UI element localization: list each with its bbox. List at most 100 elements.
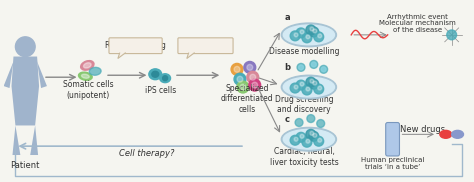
Circle shape bbox=[231, 64, 243, 75]
Circle shape bbox=[299, 65, 303, 70]
Ellipse shape bbox=[283, 129, 335, 149]
Circle shape bbox=[310, 79, 314, 83]
Ellipse shape bbox=[163, 76, 168, 81]
Circle shape bbox=[294, 85, 298, 89]
Circle shape bbox=[244, 62, 255, 73]
Circle shape bbox=[307, 115, 315, 122]
Circle shape bbox=[317, 120, 325, 127]
FancyBboxPatch shape bbox=[386, 122, 400, 156]
Circle shape bbox=[290, 135, 300, 145]
Circle shape bbox=[237, 81, 249, 93]
Circle shape bbox=[296, 28, 306, 38]
Circle shape bbox=[302, 85, 312, 95]
Circle shape bbox=[290, 31, 300, 41]
PathPatch shape bbox=[118, 53, 126, 58]
Circle shape bbox=[311, 62, 316, 67]
Circle shape bbox=[309, 79, 319, 89]
Circle shape bbox=[310, 131, 314, 135]
Text: iPS cells: iPS cells bbox=[145, 86, 176, 96]
Circle shape bbox=[234, 73, 246, 85]
PathPatch shape bbox=[187, 53, 195, 58]
Circle shape bbox=[290, 83, 300, 93]
Ellipse shape bbox=[281, 23, 337, 47]
Text: Molecular mechanism
of the disease: Molecular mechanism of the disease bbox=[379, 21, 456, 33]
Circle shape bbox=[234, 66, 240, 72]
Text: Drug screening
and discovery: Drug screening and discovery bbox=[274, 95, 333, 114]
Circle shape bbox=[297, 64, 305, 71]
Circle shape bbox=[247, 64, 253, 70]
Circle shape bbox=[250, 74, 255, 80]
Circle shape bbox=[294, 33, 298, 37]
Text: Human preclinical
trials ‘in a tube’: Human preclinical trials ‘in a tube’ bbox=[361, 157, 424, 170]
Circle shape bbox=[294, 137, 298, 141]
PathPatch shape bbox=[37, 62, 47, 88]
Text: Somatic cells
(unipotent): Somatic cells (unipotent) bbox=[63, 80, 114, 100]
Circle shape bbox=[240, 84, 246, 90]
Circle shape bbox=[313, 81, 317, 85]
Ellipse shape bbox=[79, 72, 92, 80]
Circle shape bbox=[306, 25, 316, 35]
Ellipse shape bbox=[440, 130, 452, 138]
Ellipse shape bbox=[149, 69, 162, 80]
Circle shape bbox=[310, 27, 314, 31]
Circle shape bbox=[306, 129, 316, 139]
Circle shape bbox=[306, 139, 310, 143]
Circle shape bbox=[300, 82, 304, 86]
FancyBboxPatch shape bbox=[178, 38, 233, 54]
Circle shape bbox=[300, 30, 304, 34]
Circle shape bbox=[302, 33, 312, 43]
PathPatch shape bbox=[12, 125, 20, 155]
Bar bbox=[446, 130, 457, 138]
Text: c: c bbox=[285, 115, 290, 124]
Text: Patient: Patient bbox=[10, 161, 40, 170]
Text: Specialized
differentiated
cells: Specialized differentiated cells bbox=[220, 84, 273, 114]
Text: Differentiation: Differentiation bbox=[178, 41, 233, 50]
Circle shape bbox=[306, 87, 310, 91]
Circle shape bbox=[300, 134, 304, 138]
Circle shape bbox=[302, 137, 312, 147]
Circle shape bbox=[318, 34, 322, 38]
Circle shape bbox=[321, 67, 326, 72]
Circle shape bbox=[252, 82, 258, 88]
Circle shape bbox=[318, 86, 322, 90]
Circle shape bbox=[313, 133, 317, 137]
Text: a: a bbox=[284, 13, 290, 22]
Ellipse shape bbox=[281, 75, 337, 99]
Circle shape bbox=[314, 32, 324, 42]
Circle shape bbox=[310, 60, 318, 68]
Circle shape bbox=[296, 132, 306, 142]
Text: Cell therapy?: Cell therapy? bbox=[118, 149, 174, 158]
PathPatch shape bbox=[30, 125, 38, 155]
Ellipse shape bbox=[152, 71, 159, 77]
PathPatch shape bbox=[4, 62, 13, 88]
Circle shape bbox=[447, 30, 456, 40]
Ellipse shape bbox=[81, 61, 94, 70]
Text: Arrhythmic event: Arrhythmic event bbox=[387, 14, 447, 20]
Circle shape bbox=[295, 118, 303, 126]
Circle shape bbox=[320, 65, 328, 73]
Ellipse shape bbox=[281, 127, 337, 151]
Text: Reprogramming: Reprogramming bbox=[105, 41, 166, 50]
Circle shape bbox=[318, 138, 322, 142]
Circle shape bbox=[249, 79, 261, 91]
PathPatch shape bbox=[11, 57, 39, 125]
Circle shape bbox=[313, 29, 317, 33]
Ellipse shape bbox=[160, 74, 171, 83]
FancyBboxPatch shape bbox=[109, 38, 162, 54]
Circle shape bbox=[16, 37, 35, 57]
Ellipse shape bbox=[89, 67, 101, 75]
Ellipse shape bbox=[82, 74, 89, 78]
Circle shape bbox=[309, 131, 319, 141]
Circle shape bbox=[314, 136, 324, 146]
Circle shape bbox=[306, 35, 310, 39]
Circle shape bbox=[247, 71, 259, 83]
Circle shape bbox=[314, 84, 324, 94]
Circle shape bbox=[309, 27, 319, 37]
Ellipse shape bbox=[283, 77, 335, 97]
Circle shape bbox=[237, 76, 243, 82]
Text: Cardiac, neural,
liver toxicity tests: Cardiac, neural, liver toxicity tests bbox=[270, 147, 338, 167]
Text: New drugs: New drugs bbox=[400, 125, 445, 134]
Ellipse shape bbox=[283, 25, 335, 45]
Text: b: b bbox=[284, 63, 290, 72]
Circle shape bbox=[296, 80, 306, 90]
